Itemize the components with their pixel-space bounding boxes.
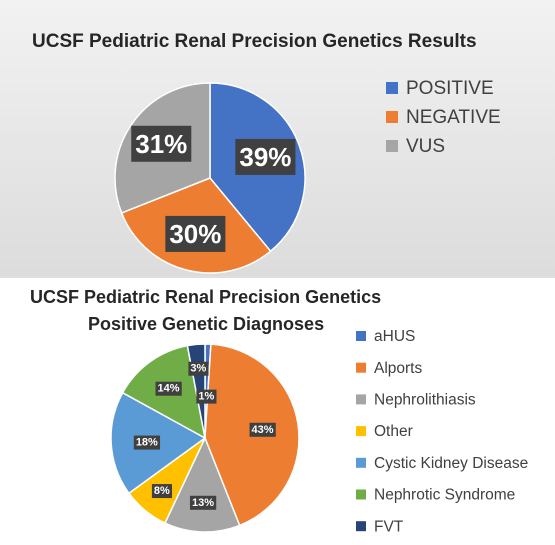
- legend-label: Cystic Kidney Disease: [374, 455, 528, 472]
- legend-label: VUS: [406, 136, 445, 157]
- legend-label: Other: [374, 423, 413, 440]
- data-label-box: [165, 215, 226, 252]
- data-label: 43%: [249, 422, 276, 437]
- legend-swatch: [356, 489, 366, 500]
- data-label-text: 31%: [135, 129, 187, 159]
- legend-swatch: [356, 362, 366, 373]
- legend-label: Nephrotic Syndrome: [374, 487, 515, 504]
- data-label-text: 18%: [136, 437, 158, 449]
- legend-swatch: [356, 394, 366, 405]
- legend-swatch: [356, 331, 366, 341]
- data-label-box: [131, 125, 192, 162]
- data-label-text: 39%: [239, 142, 291, 172]
- data-label-text: 3%: [190, 363, 206, 375]
- legend-swatch: [356, 426, 366, 437]
- legend-label: aHUS: [374, 328, 415, 345]
- legend-label: Nephrolithiasis: [374, 391, 476, 408]
- legend-swatch: [386, 140, 398, 152]
- data-label-box: [249, 422, 276, 437]
- data-label-text: 8%: [154, 485, 170, 497]
- data-label: 13%: [189, 495, 217, 510]
- legend-label: NEGATIVE: [406, 107, 501, 128]
- data-label-text: 14%: [158, 383, 180, 395]
- legend-label: POSITIVE: [406, 78, 494, 99]
- legend-swatch: [356, 521, 366, 532]
- legend-swatch: [386, 82, 398, 94]
- legend-label: Alports: [374, 360, 422, 377]
- data-label: 39%: [235, 138, 296, 175]
- data-label-box: [155, 381, 182, 396]
- data-label-box: [151, 484, 173, 499]
- data-label-box: [235, 138, 296, 175]
- data-label-box: [189, 495, 217, 510]
- data-label-text: 13%: [192, 497, 214, 509]
- chart-title: UCSF Pediatric Renal Precision Genetics …: [32, 31, 477, 52]
- legend-swatch: [386, 111, 398, 123]
- chart-title: Positive Genetic Diagnoses: [88, 314, 324, 334]
- data-label-text: 43%: [252, 424, 274, 436]
- data-label-box: [188, 361, 209, 376]
- data-label: 14%: [155, 381, 182, 396]
- data-label-box: [196, 389, 217, 404]
- pie-slice: [163, 436, 241, 533]
- data-label: 31%: [131, 125, 192, 162]
- data-label-box: [133, 435, 161, 450]
- legend-swatch: [356, 457, 366, 468]
- data-label: 18%: [133, 435, 161, 450]
- chart-title: UCSF Pediatric Renal Precision Genetics: [30, 287, 381, 307]
- legend-label: FVT: [374, 518, 404, 535]
- data-label-text: 1%: [198, 391, 214, 403]
- data-label: 1%: [196, 389, 217, 404]
- data-label: 3%: [188, 361, 209, 376]
- data-label: 8%: [151, 484, 173, 499]
- data-label-text: 30%: [169, 219, 221, 249]
- data-label: 30%: [165, 215, 226, 252]
